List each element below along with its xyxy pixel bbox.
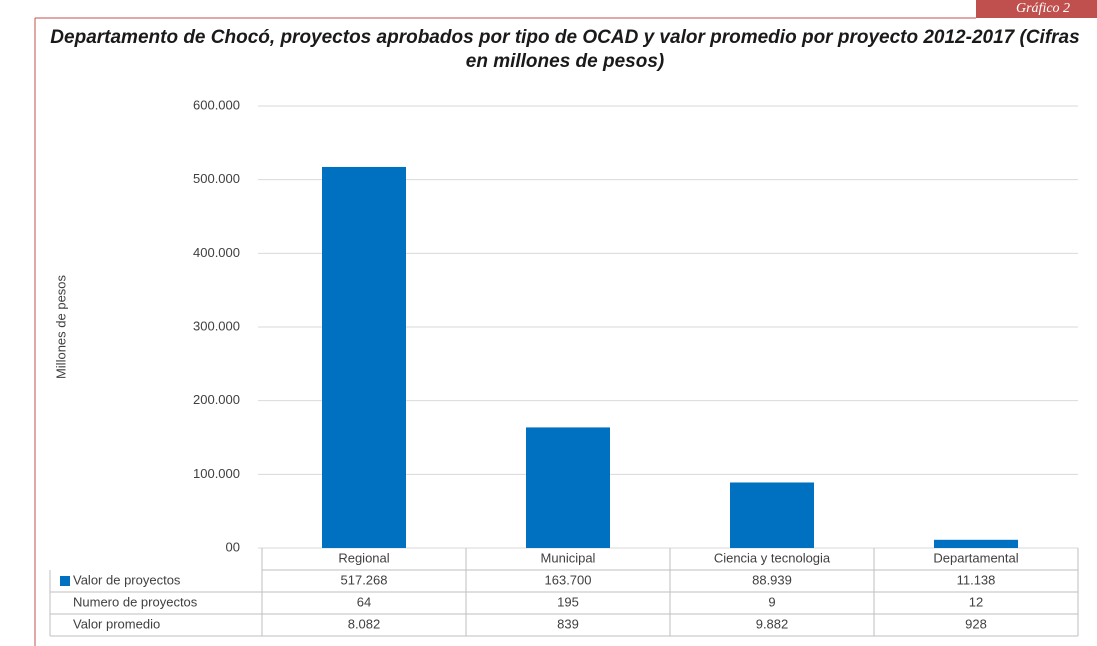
- x-tick-label: Departamental: [933, 550, 1018, 565]
- legend-swatch: [60, 576, 70, 586]
- table-cell: 8.082: [348, 616, 381, 631]
- table-cell: 163.700: [545, 572, 592, 587]
- table-cell: 11.138: [957, 572, 996, 587]
- y-tick-label: 200.000: [193, 392, 240, 407]
- badge-bg: [976, 0, 1097, 18]
- y-tick-label: 500.000: [193, 171, 240, 186]
- table-cell: 12: [969, 594, 983, 609]
- table-cell: 64: [357, 594, 371, 609]
- table-cell: 9.882: [756, 616, 789, 631]
- bar: [730, 482, 814, 548]
- bar: [322, 166, 406, 548]
- table-cell: 928: [965, 616, 987, 631]
- bar: [526, 427, 610, 548]
- table-cell: 517.268: [341, 572, 388, 587]
- x-tick-label: Municipal: [541, 550, 596, 565]
- row-label: Numero de proyectos: [73, 594, 198, 609]
- bar: [934, 539, 1018, 548]
- y-tick-label: 400.000: [193, 245, 240, 260]
- x-tick-label: Ciencia y tecnologia: [714, 550, 831, 565]
- y-tick-label: 600.000: [193, 97, 240, 112]
- y-axis-label: Millones de pesos: [53, 274, 68, 379]
- table-cell: 839: [557, 616, 579, 631]
- y-tick-label: 300.000: [193, 318, 240, 333]
- table-cell: 195: [557, 594, 579, 609]
- legend-label: Valor de proyectos: [73, 572, 181, 587]
- y-tick-label: 00: [226, 539, 240, 554]
- table-cell: 9: [768, 594, 775, 609]
- table-cell: 88.939: [752, 572, 792, 587]
- badge: Gráfico 2: [1016, 1, 1070, 16]
- y-tick-label: 100.000: [193, 466, 240, 481]
- chart-title: Departamento de Chocó, proyectos aprobad…: [50, 27, 1080, 72]
- row-label: Valor promedio: [73, 616, 160, 631]
- x-tick-label: Regional: [338, 550, 389, 565]
